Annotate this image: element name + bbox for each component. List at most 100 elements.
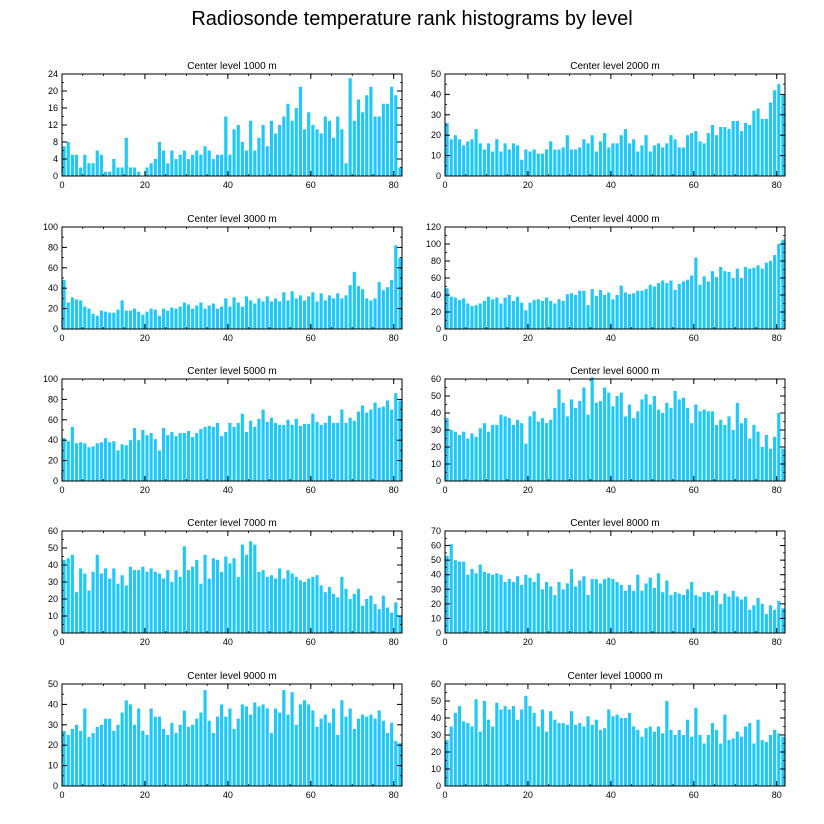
histogram-bar <box>381 406 385 481</box>
histogram-bar <box>636 290 640 329</box>
histogram-bar <box>569 293 574 329</box>
y-tick-label: 20 <box>48 86 58 96</box>
histogram-bar <box>503 416 507 481</box>
histogram-bar <box>390 280 394 329</box>
histogram-bar <box>669 595 673 633</box>
histogram-bar <box>756 265 760 329</box>
histogram-bar <box>677 729 681 786</box>
histogram-bar <box>748 438 752 481</box>
histogram-bar <box>598 729 603 786</box>
histogram-bar <box>644 583 648 633</box>
histogram-bar <box>478 143 482 176</box>
histogram-bar <box>369 300 373 329</box>
histogram-bar <box>162 578 166 633</box>
histogram-bar <box>590 724 594 786</box>
histogram-bar <box>340 298 344 329</box>
histogram-bar <box>124 700 128 786</box>
histogram-bar <box>449 139 453 176</box>
histogram-bar <box>336 422 340 481</box>
histogram-bar <box>470 726 474 786</box>
histogram-bar <box>149 163 153 176</box>
histogram-bar <box>644 728 648 786</box>
histogram-bar <box>574 295 578 329</box>
histogram-bar <box>365 412 369 481</box>
histogram-bar <box>244 706 249 786</box>
histogram-bar <box>278 424 282 481</box>
histogram-bar <box>582 387 586 481</box>
histogram-panel: Center level 8000 m 0 20 40 60 80 0 10 20 30 40 50 6… <box>431 518 786 647</box>
histogram-bar <box>474 129 478 176</box>
histogram-bar <box>240 413 244 481</box>
histogram-bar <box>482 701 486 786</box>
histogram-bar <box>582 726 586 786</box>
histogram-bar <box>153 571 157 633</box>
histogram-bar <box>495 424 499 481</box>
y-tick-label: 0 <box>53 171 58 181</box>
y-tick-label: 100 <box>43 222 58 232</box>
histogram-bar <box>511 706 515 786</box>
histogram-bar <box>735 268 739 329</box>
histogram-bar <box>186 304 191 329</box>
histogram-bar <box>661 413 665 481</box>
histogram-bar <box>207 425 211 481</box>
histogram-bar <box>336 293 340 329</box>
histogram-bar <box>390 612 394 633</box>
histogram-panel: Center level 3000 m 0 20 40 60 80 0 20 40 60 80 100 <box>43 214 403 343</box>
histogram-bar <box>390 722 394 786</box>
histogram-bar <box>195 718 199 786</box>
y-tick-label: 60 <box>431 541 441 551</box>
histogram-bar <box>112 730 116 786</box>
histogram-bar <box>594 579 598 633</box>
x-tick-label: 20 <box>140 790 150 800</box>
histogram-bar <box>744 726 748 786</box>
histogram-bar <box>228 422 232 481</box>
histogram-bar <box>228 306 232 329</box>
histogram-bar <box>178 154 182 176</box>
histogram-bar <box>273 298 278 329</box>
histogram-bar <box>515 576 520 633</box>
x-tick-label: 20 <box>523 637 533 647</box>
x-tick-label: 80 <box>389 790 399 800</box>
histogram-bar <box>112 312 116 329</box>
histogram-bar <box>553 595 557 633</box>
histogram-bar <box>244 432 249 481</box>
histogram-bar <box>644 135 648 176</box>
histogram-bar <box>690 423 694 481</box>
histogram-bar <box>91 313 95 329</box>
x-tick-label: 80 <box>772 485 782 495</box>
histogram-bar <box>116 724 120 786</box>
histogram-bar <box>62 280 66 329</box>
histogram-bar <box>586 305 590 329</box>
histogram-bar <box>694 595 698 633</box>
x-tick-label: 40 <box>223 485 233 495</box>
histogram-bar <box>286 570 290 633</box>
histogram-bar <box>768 448 773 481</box>
histogram-bar <box>332 593 336 633</box>
histogram-bar <box>665 580 669 633</box>
histogram-bar <box>103 171 108 176</box>
histogram-bar <box>74 592 79 633</box>
histogram-bar <box>365 95 369 176</box>
histogram-bar <box>491 424 495 481</box>
x-tick-label: 0 <box>442 180 447 190</box>
x-tick-label: 20 <box>140 485 150 495</box>
histogram-bar <box>307 112 311 176</box>
histogram-bar <box>715 729 719 786</box>
histogram-bar <box>661 592 665 633</box>
histogram-bar <box>466 303 470 329</box>
histogram-bar <box>652 286 656 329</box>
histogram-bar <box>174 570 178 633</box>
histogram-bar <box>569 149 574 176</box>
histogram-bar <box>449 296 453 329</box>
histogram-bar <box>124 310 128 329</box>
histogram-bar <box>507 579 511 633</box>
histogram-bar <box>656 143 661 176</box>
histogram-bar <box>553 719 557 786</box>
histogram-bar <box>752 110 756 176</box>
histogram-bar <box>545 731 549 786</box>
y-tick-label: 50 <box>48 543 58 553</box>
histogram-bar <box>253 702 257 786</box>
histogram-bar <box>348 78 352 176</box>
histogram-bar <box>627 143 632 176</box>
histogram-bar <box>491 574 495 633</box>
